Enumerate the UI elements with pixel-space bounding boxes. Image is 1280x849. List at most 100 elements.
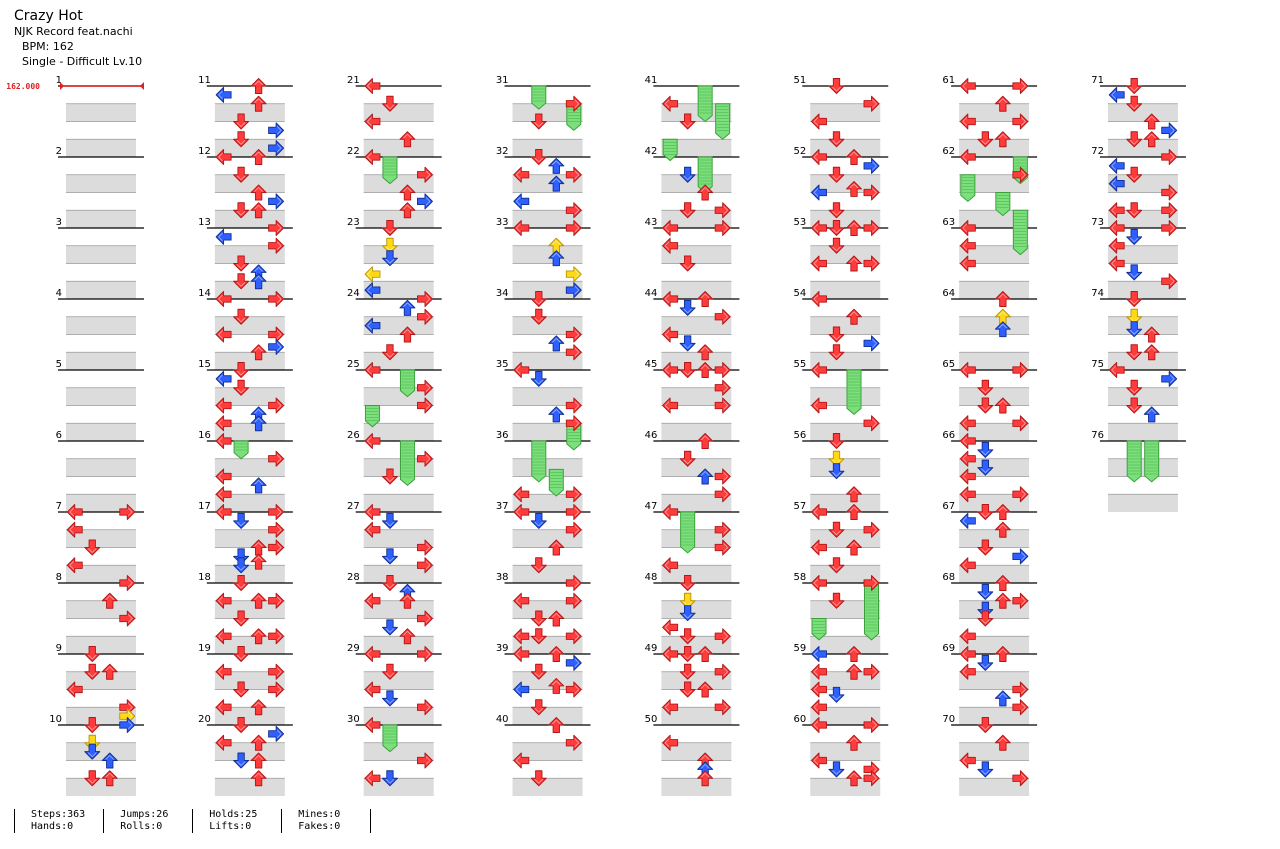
arrow-shape: [959, 113, 976, 130]
arrow-right-icon: [565, 326, 582, 343]
measure: 72: [1091, 146, 1186, 228]
arrow-shine: [367, 365, 372, 375]
arrow-shape: [250, 95, 267, 112]
arrow-shape: [977, 131, 994, 148]
arrow-left-icon: [364, 266, 381, 283]
arrow-up-icon: [697, 362, 714, 378]
arrow-shape: [233, 255, 250, 272]
arrow-right-icon: [714, 362, 731, 378]
beat-band: [1107, 139, 1178, 157]
arrow-shape: [846, 149, 862, 165]
arrow-down-icon: [1126, 228, 1143, 245]
stat-group: Holds:25 Lifts:0: [192, 809, 281, 833]
arrow-shape: [215, 663, 232, 680]
arrow-down-icon: [1126, 308, 1143, 325]
arrow-shape: [1126, 264, 1143, 281]
stat-value: Mines:0: [298, 809, 341, 820]
arrow-right-icon: [1012, 548, 1029, 565]
beat-band: [959, 245, 1030, 264]
beat-band: [1107, 352, 1178, 370]
arrow-right-icon: [268, 592, 285, 609]
arrow-shine: [534, 317, 544, 323]
arrow-shape: [959, 149, 976, 165]
arrow-shine: [254, 630, 263, 636]
measure-number: 70: [942, 714, 955, 725]
beat-band: [661, 210, 732, 228]
arrow-right-icon: [1161, 202, 1178, 219]
arrow-right-icon: [268, 521, 285, 538]
arrow-left-icon: [811, 255, 827, 272]
arrow-shine: [534, 122, 544, 127]
arrow-shape: [530, 113, 547, 130]
arrow-shine: [664, 560, 670, 570]
arrow-shape: [417, 291, 433, 307]
arrow-shine: [218, 152, 223, 162]
measure-number: 37: [496, 501, 509, 512]
arrow-down-icon: [382, 619, 398, 636]
arrow-down-icon: [84, 663, 101, 680]
measure: 2: [56, 146, 144, 228]
arrow-shine: [962, 223, 968, 233]
measure-number: 17: [198, 501, 211, 512]
arrow-down-icon: [233, 362, 250, 378]
arrow-shape: [530, 308, 547, 325]
arrow-shine: [367, 436, 372, 446]
arrow-left-icon: [959, 752, 976, 769]
arrow-left-icon: [662, 619, 679, 636]
beat-band: [661, 174, 732, 193]
arrow-down-icon: [530, 308, 547, 325]
arrow-right-icon: [565, 734, 582, 751]
arrow-shine: [218, 90, 223, 100]
measure: 76: [1091, 430, 1186, 512]
arrow-up-icon: [548, 717, 565, 733]
arrow-down-icon: [530, 149, 547, 165]
arrow-right-icon: [565, 592, 582, 609]
arrow-shape: [828, 202, 845, 219]
arrow-shine: [236, 583, 246, 589]
arrow-down-icon: [828, 433, 845, 449]
arrow-shine: [683, 459, 692, 465]
beat-band: [214, 245, 285, 264]
arrow-shape: [565, 628, 582, 645]
arrow-shine: [218, 738, 223, 748]
arrow-shape: [215, 628, 232, 645]
measure: 59: [794, 643, 889, 725]
arrow-shine: [832, 601, 841, 607]
beat-band: [959, 387, 1030, 406]
arrow-right-icon: [1012, 681, 1029, 698]
arrow-shape: [565, 734, 582, 751]
measure-number: 10: [49, 714, 62, 725]
measure: 36: [496, 430, 591, 512]
arrow-shape: [530, 149, 547, 165]
arrow-shape: [662, 237, 679, 254]
beat-band: [661, 707, 732, 725]
arrow-left-icon: [513, 592, 530, 609]
arrow-right-icon: [417, 166, 433, 183]
arrow-left-icon: [959, 486, 976, 503]
arrow-shape: [714, 699, 731, 716]
arrow-shape: [268, 338, 285, 355]
arrow-shine: [723, 525, 728, 535]
arrow-up-icon: [250, 202, 267, 219]
arrow-shine: [872, 578, 877, 588]
stat-group: Steps:363 Hands:0: [14, 809, 103, 833]
arrow-up-icon: [846, 220, 862, 236]
arrow-shine: [998, 400, 1008, 405]
arrow-right-icon: [1012, 113, 1029, 130]
arrow-shape: [250, 149, 267, 165]
measure-number: 56: [794, 430, 807, 441]
beat-band: [363, 742, 434, 761]
arrow-right-icon: [1161, 370, 1178, 387]
arrow-up-icon: [548, 406, 565, 423]
hold-body: [548, 468, 564, 497]
arrow-shine: [276, 330, 282, 339]
arrow-shape: [382, 237, 398, 254]
arrow-shine: [664, 294, 670, 304]
arrow-shine: [105, 772, 115, 778]
arrow-shape: [417, 646, 433, 662]
measure-number: 40: [496, 714, 509, 725]
arrow-up-icon: [399, 592, 416, 609]
arrow-shape: [828, 592, 845, 609]
arrow-shape: [399, 299, 416, 316]
arrow-down-icon: [233, 575, 250, 591]
